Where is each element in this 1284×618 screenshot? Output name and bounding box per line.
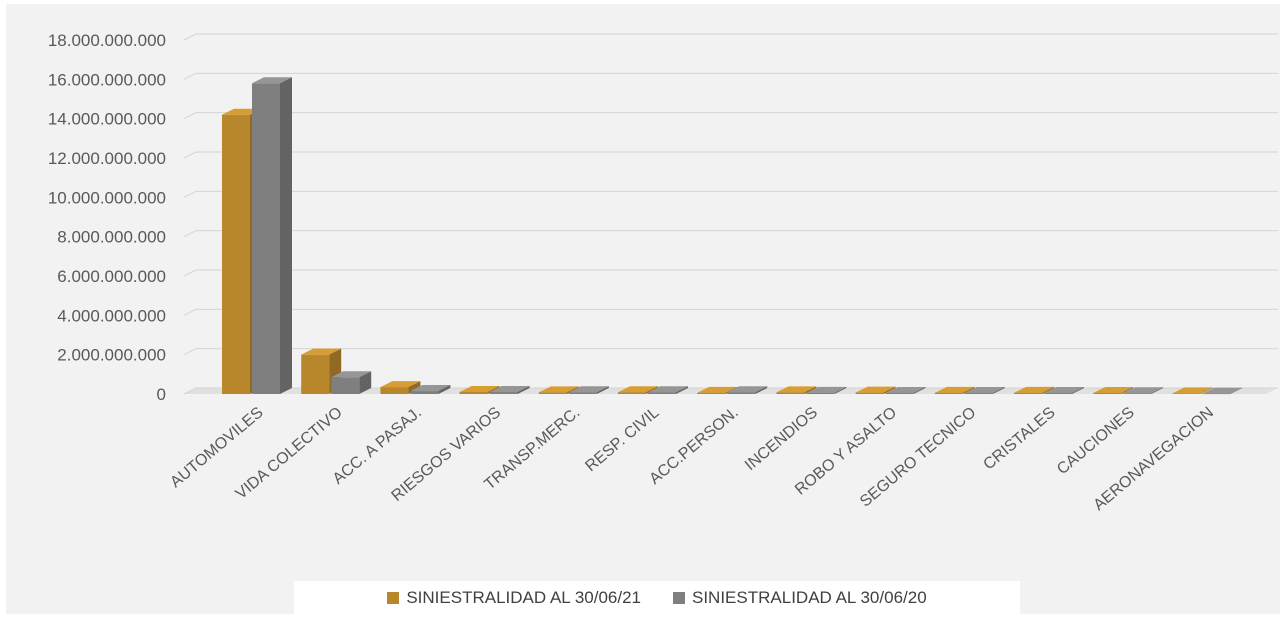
legend-label-2020: SINIESTRALIDAD AL 30/06/20 (692, 588, 927, 608)
gridline (184, 309, 1278, 315)
bar (856, 393, 884, 394)
bar (252, 83, 280, 394)
gridline (184, 73, 1278, 79)
y-tick-label: 0 (157, 385, 166, 404)
x-category-label: CAUCIONES (1054, 404, 1138, 478)
gridline (184, 152, 1278, 158)
bar (410, 391, 438, 394)
y-tick-label: 18.000.000.000 (48, 31, 166, 50)
y-tick-label: 14.000.000.000 (48, 110, 166, 129)
bar (965, 393, 993, 394)
x-category-label: RESP. CIVIL (582, 404, 662, 475)
y-tick-label: 6.000.000.000 (57, 267, 166, 286)
y-tick-label: 2.000.000.000 (57, 346, 166, 365)
bar (1044, 393, 1072, 394)
bar-side (280, 77, 292, 394)
bar (1014, 393, 1042, 394)
gridline (184, 113, 1278, 119)
legend-label-2021: SINIESTRALIDAD AL 30/06/21 (406, 588, 641, 608)
bar (776, 392, 804, 394)
legend: SINIESTRALIDAD AL 30/06/21 SINIESTRALIDA… (294, 581, 1020, 615)
chart-area: 18.000.000.000 16.000.000.000 14.000.000.0… (6, 4, 1280, 614)
bar (331, 377, 359, 394)
bar (1172, 393, 1200, 394)
bar (648, 392, 676, 394)
gridline (184, 270, 1278, 276)
legend-item-2020: SINIESTRALIDAD AL 30/06/20 (673, 588, 927, 608)
bar-chart: 18.000.000.000 16.000.000.000 14.000.000.0… (6, 4, 1280, 614)
legend-swatch-2021 (387, 592, 399, 604)
bar (806, 393, 834, 394)
bar (727, 392, 755, 394)
legend-swatch-2020 (673, 592, 685, 604)
gridline (184, 349, 1278, 355)
bar (886, 393, 914, 394)
y-tick-label: 16.000.000.000 (48, 70, 166, 89)
bar (1202, 394, 1230, 395)
x-category-label: CRISTALES (980, 404, 1058, 473)
bar (935, 393, 963, 394)
bar (460, 392, 488, 394)
legend-item-2021: SINIESTRALIDAD AL 30/06/21 (387, 588, 641, 608)
bar (539, 392, 567, 394)
bar (380, 387, 408, 394)
gridline (184, 34, 1278, 40)
bar (301, 355, 329, 394)
bar (1123, 393, 1151, 394)
y-tick-label: 10.000.000.000 (48, 188, 166, 207)
x-category-label: INCENDIOS (742, 404, 821, 474)
bar (1093, 393, 1121, 394)
y-tick-label: 12.000.000.000 (48, 149, 166, 168)
bar (618, 392, 646, 394)
y-tick-label: 8.000.000.000 (57, 228, 166, 247)
bar (697, 393, 725, 394)
bar (569, 392, 597, 394)
bar (490, 392, 518, 394)
gridline (184, 231, 1278, 237)
gridline (184, 191, 1278, 197)
bar (222, 115, 250, 394)
y-tick-label: 4.000.000.000 (57, 306, 166, 325)
